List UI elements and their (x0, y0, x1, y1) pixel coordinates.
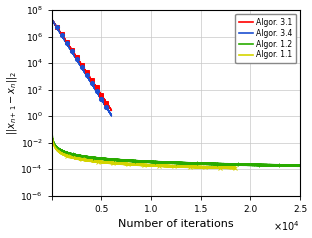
Algor. 1.1 (166, 164, 170, 167)
Algor. 3.4 (50, 18, 54, 21)
Algor. 1.2 (254, 164, 258, 166)
Algor. 1.1 (234, 166, 237, 169)
Y-axis label: $||x_{n+1} - x_n||_2$: $||x_{n+1} - x_n||_2$ (5, 71, 19, 135)
Algor. 1.2 (177, 161, 180, 164)
Algor. 3.1 (64, 40, 68, 43)
Line: Algor. 3.4: Algor. 3.4 (52, 19, 111, 115)
Algor. 1.2 (298, 164, 302, 167)
Algor. 3.4 (110, 114, 113, 117)
Algor. 3.1 (64, 39, 67, 42)
Algor. 3.1 (72, 52, 76, 55)
Line: Algor. 1.1: Algor. 1.1 (52, 115, 236, 168)
Line: Algor. 1.2: Algor. 1.2 (52, 115, 300, 166)
Algor. 1.1 (204, 166, 208, 169)
Algor. 3.4 (77, 61, 80, 64)
Algor. 1.1 (228, 166, 232, 169)
Algor. 3.4 (72, 54, 76, 57)
Legend: Algor. 3.1, Algor. 3.4, Algor. 1.2, Algor. 1.1: Algor. 3.1, Algor. 3.4, Algor. 1.2, Algo… (235, 14, 296, 63)
Algor. 1.2 (187, 162, 191, 165)
X-axis label: Number of iterations: Number of iterations (118, 219, 234, 229)
Algor. 3.4 (64, 40, 67, 43)
Algor. 1.1 (164, 164, 168, 167)
Algor. 3.1 (109, 108, 113, 111)
Algor. 1.1 (50, 114, 54, 116)
Algor. 3.1 (50, 18, 54, 21)
Algor. 1.2 (50, 114, 54, 116)
Algor. 1.2 (185, 162, 189, 164)
Algor. 3.1 (110, 109, 113, 112)
Algor. 3.1 (77, 59, 80, 61)
Algor. 1.2 (76, 154, 80, 157)
Algor. 3.4 (109, 113, 113, 116)
Algor. 3.4 (64, 41, 68, 44)
Algor. 1.2 (52, 140, 56, 143)
Line: Algor. 3.1: Algor. 3.1 (52, 19, 111, 110)
Algor. 1.1 (106, 161, 110, 164)
Text: $\times10^4$: $\times10^4$ (273, 220, 300, 233)
Algor. 3.4 (64, 41, 68, 44)
Algor. 3.1 (64, 40, 68, 42)
Algor. 1.1 (110, 161, 114, 164)
